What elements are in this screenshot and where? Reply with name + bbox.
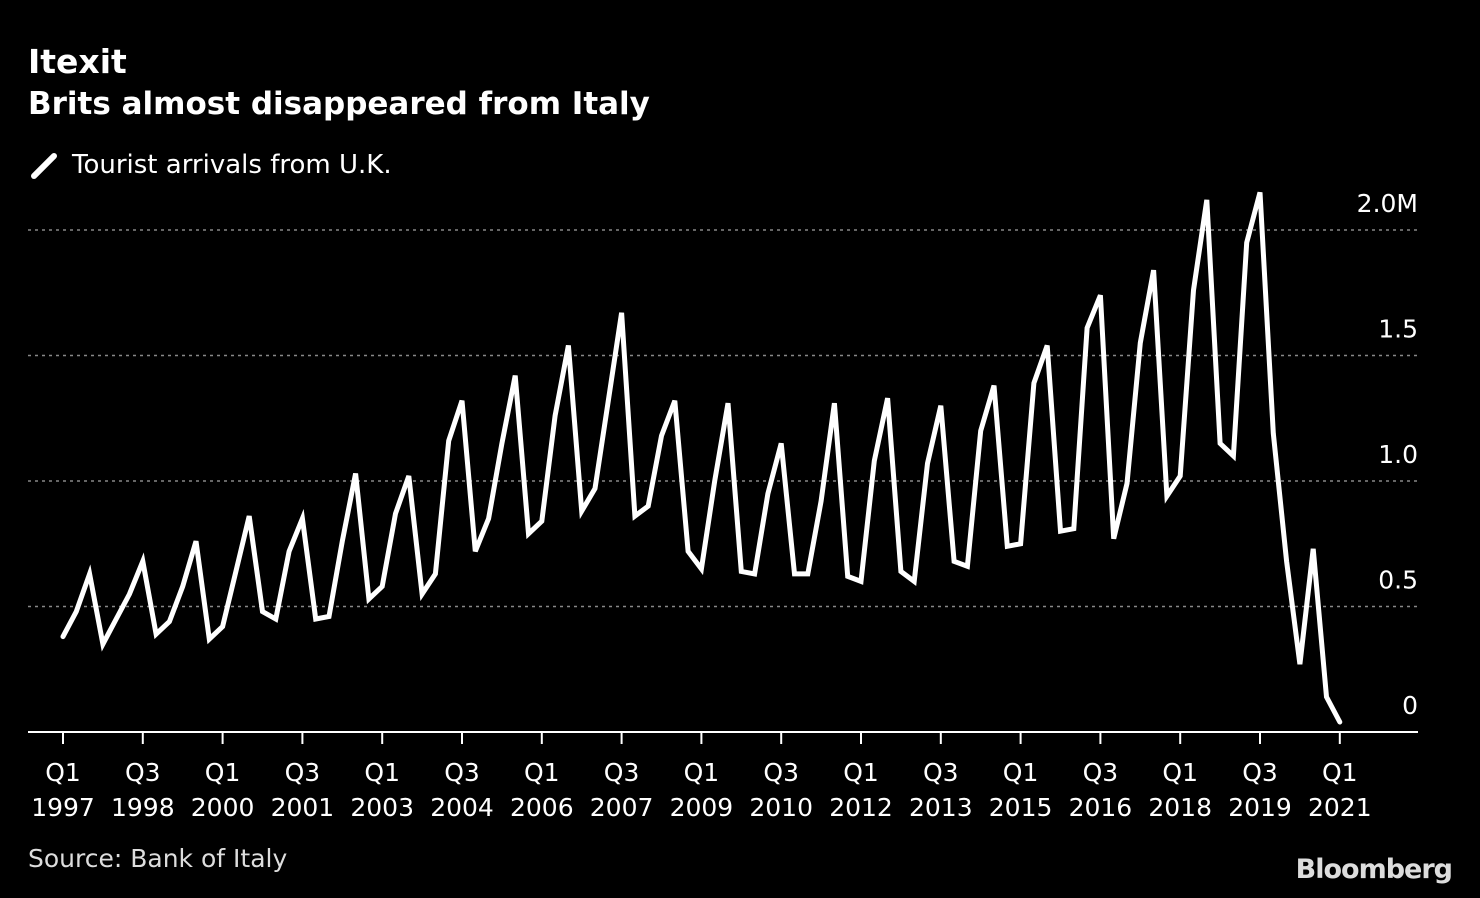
x-tick-quarter-5: Q3 <box>444 758 480 787</box>
x-tick-quarter-4: Q1 <box>364 758 400 787</box>
x-tick-quarter-1: Q3 <box>125 758 161 787</box>
x-tick-year-6: 2006 <box>510 793 574 822</box>
x-tick-quarter-10: Q1 <box>843 758 879 787</box>
bloomberg-logo: Bloomberg <box>1295 854 1453 885</box>
x-tick-year-12: 2015 <box>989 793 1053 822</box>
x-tick-quarter-0: Q1 <box>45 758 81 787</box>
x-tick-year-16: 2021 <box>1308 793 1372 822</box>
legend: Tourist arrivals from U.K. <box>28 150 392 180</box>
x-tick-year-10: 2012 <box>829 793 893 822</box>
x-tick-quarter-3: Q3 <box>285 758 321 787</box>
x-tick-year-11: 2013 <box>909 793 973 822</box>
x-tick-year-7: 2007 <box>590 793 654 822</box>
y-tick-label-3: 0.5 <box>1378 566 1418 595</box>
x-tick-year-15: 2019 <box>1228 793 1292 822</box>
x-tick-year-1: 1998 <box>111 793 175 822</box>
x-tick-year-9: 2010 <box>749 793 813 822</box>
x-tick-quarter-16: Q1 <box>1322 758 1358 787</box>
x-tick-year-0: 1997 <box>31 793 95 822</box>
y-tick-label-4: 0 <box>1402 691 1418 720</box>
chart-subtitle: Brits almost disappeared from Italy <box>28 86 650 122</box>
chart-title: Itexit <box>28 42 127 81</box>
x-tick-year-2: 2000 <box>191 793 255 822</box>
y-tick-label-2: 1.0 <box>1378 440 1418 469</box>
x-tick-year-13: 2016 <box>1069 793 1133 822</box>
legend-swatch-icon <box>31 153 57 179</box>
y-tick-label-1: 1.5 <box>1378 315 1418 344</box>
x-tick-quarter-14: Q1 <box>1162 758 1198 787</box>
x-tick-quarter-9: Q3 <box>763 758 799 787</box>
source-note: Source: Bank of Italy <box>28 844 288 873</box>
x-tick-year-5: 2004 <box>430 793 494 822</box>
x-tick-quarter-7: Q3 <box>604 758 640 787</box>
x-tick-year-3: 2001 <box>271 793 335 822</box>
x-tick-year-8: 2009 <box>670 793 734 822</box>
y-tick-label-0: 2.0M <box>1357 189 1418 218</box>
legend-label: Tourist arrivals from U.K. <box>72 150 392 180</box>
series-line-0 <box>60 191 1343 725</box>
x-tick-quarter-11: Q3 <box>923 758 959 787</box>
x-tick-quarter-13: Q3 <box>1083 758 1119 787</box>
x-tick-quarter-2: Q1 <box>205 758 241 787</box>
x-tick-year-14: 2018 <box>1148 793 1212 822</box>
x-tick-quarter-15: Q3 <box>1242 758 1278 787</box>
x-tick-quarter-8: Q1 <box>684 758 720 787</box>
x-tick-year-4: 2003 <box>350 793 414 822</box>
x-tick-quarter-6: Q1 <box>524 758 560 787</box>
x-tick-quarter-12: Q1 <box>1003 758 1039 787</box>
